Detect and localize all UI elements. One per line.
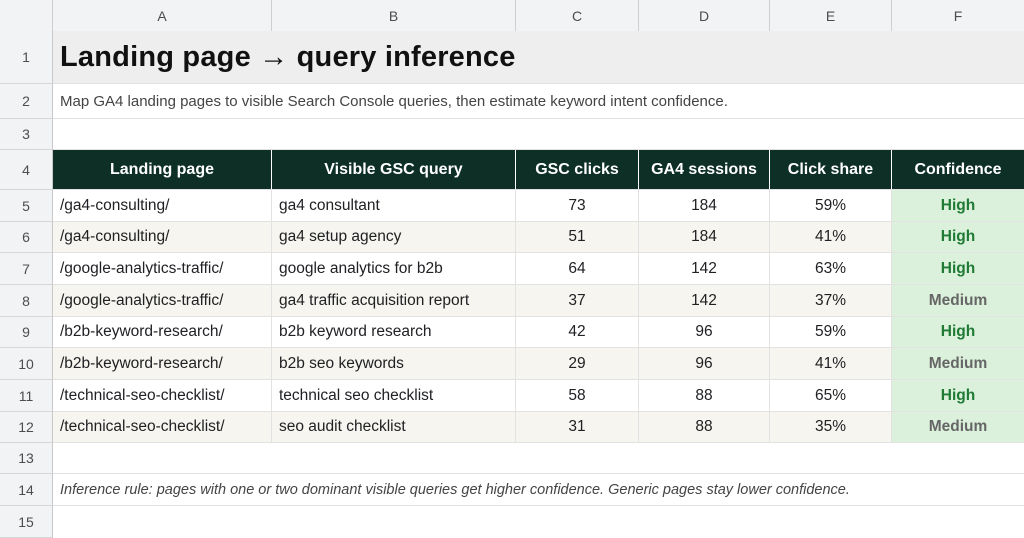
sessions-cell[interactable]: 184 bbox=[639, 190, 770, 221]
landing-page-cell[interactable]: /google-analytics-traffic/ bbox=[53, 253, 272, 284]
sessions-cell[interactable]: 96 bbox=[639, 348, 770, 379]
clicks-cell[interactable]: 29 bbox=[516, 348, 639, 379]
share-cell[interactable]: 37% bbox=[770, 285, 892, 316]
confidence-cell[interactable]: High bbox=[892, 190, 1024, 221]
landing-page-cell[interactable]: /ga4-consulting/ bbox=[53, 222, 272, 252]
query-cell[interactable]: google analytics for b2b bbox=[272, 253, 516, 284]
header-gsc-clicks[interactable]: GSC clicks bbox=[516, 150, 639, 189]
header-ga4-sessions[interactable]: GA4 sessions bbox=[639, 150, 770, 189]
subtitle-row[interactable]: Map GA4 landing pages to visible Search … bbox=[53, 84, 1024, 119]
confidence-cell[interactable]: High bbox=[892, 222, 1024, 252]
sessions-cell[interactable]: 88 bbox=[639, 380, 770, 411]
sessions-cell[interactable]: 88 bbox=[639, 412, 770, 442]
share-cell[interactable]: 63% bbox=[770, 253, 892, 284]
column-header-a[interactable]: A bbox=[53, 0, 272, 31]
column-header-f[interactable]: F bbox=[953, 7, 963, 24]
sessions-cell[interactable]: 184 bbox=[639, 222, 770, 252]
empty-row-3[interactable] bbox=[53, 119, 1024, 150]
table-row: /b2b-keyword-research/ b2b keyword resea… bbox=[53, 317, 1024, 348]
table-row: /technical-seo-checklist/ seo audit chec… bbox=[53, 412, 1024, 443]
row-header-8[interactable]: 8 bbox=[0, 285, 53, 317]
row-header-11[interactable]: 11 bbox=[0, 380, 53, 412]
column-header-b[interactable]: B bbox=[272, 0, 516, 31]
sessions-cell[interactable]: 142 bbox=[639, 285, 770, 316]
column-header-d[interactable]: D bbox=[639, 0, 770, 31]
header-confidence[interactable]: Confidence bbox=[892, 150, 1024, 189]
landing-page-cell[interactable]: /b2b-keyword-research/ bbox=[53, 348, 272, 379]
table-row: /technical-seo-checklist/ technical seo … bbox=[53, 380, 1024, 412]
sessions-cell[interactable]: 142 bbox=[639, 253, 770, 284]
share-cell[interactable]: 41% bbox=[770, 222, 892, 252]
row-header-2[interactable]: 2 bbox=[0, 84, 53, 119]
table-row: /b2b-keyword-research/ b2b seo keywords … bbox=[53, 348, 1024, 380]
confidence-cell[interactable]: High bbox=[892, 380, 1024, 411]
table-header-row: Landing page Visible GSC query GSC click… bbox=[53, 150, 1024, 190]
share-cell[interactable]: 59% bbox=[770, 190, 892, 221]
sessions-cell[interactable]: 96 bbox=[639, 317, 770, 347]
landing-page-cell[interactable]: /technical-seo-checklist/ bbox=[53, 380, 272, 411]
confidence-cell[interactable]: Medium bbox=[892, 412, 1024, 442]
header-visible-gsc-query[interactable]: Visible GSC query bbox=[272, 150, 516, 189]
row-header-7[interactable]: 7 bbox=[0, 253, 53, 285]
subtitle-text: Map GA4 landing pages to visible Search … bbox=[60, 92, 728, 110]
empty-row-13[interactable] bbox=[53, 443, 1024, 474]
table-row: /ga4-consulting/ ga4 setup agency 51 184… bbox=[53, 222, 1024, 253]
landing-page-cell[interactable]: /b2b-keyword-research/ bbox=[53, 317, 272, 347]
clicks-cell[interactable]: 73 bbox=[516, 190, 639, 221]
row-header-3[interactable]: 3 bbox=[0, 119, 53, 150]
row-header-4[interactable]: 4 bbox=[0, 150, 53, 190]
query-cell[interactable]: ga4 consultant bbox=[272, 190, 516, 221]
query-cell[interactable]: b2b keyword research bbox=[272, 317, 516, 347]
title-row[interactable]: Landing page → query inference bbox=[53, 31, 1024, 84]
landing-page-cell[interactable]: /google-analytics-traffic/ bbox=[53, 285, 272, 316]
share-cell[interactable]: 41% bbox=[770, 348, 892, 379]
column-header-bar: A B C D E F bbox=[0, 0, 1024, 32]
confidence-cell[interactable]: High bbox=[892, 253, 1024, 284]
inference-rule-note: Inference rule: pages with one or two do… bbox=[60, 481, 850, 498]
clicks-cell[interactable]: 37 bbox=[516, 285, 639, 316]
row-header-14[interactable]: 14 bbox=[0, 474, 53, 506]
row-header-6[interactable]: 6 bbox=[0, 222, 53, 253]
header-click-share[interactable]: Click share bbox=[770, 150, 892, 189]
clicks-cell[interactable]: 51 bbox=[516, 222, 639, 252]
clicks-cell[interactable]: 31 bbox=[516, 412, 639, 442]
query-cell[interactable]: b2b seo keywords bbox=[272, 348, 516, 379]
share-cell[interactable]: 65% bbox=[770, 380, 892, 411]
row-header-10[interactable]: 10 bbox=[0, 348, 53, 380]
query-cell[interactable]: ga4 traffic acquisition report bbox=[272, 285, 516, 316]
landing-page-cell[interactable]: /ga4-consulting/ bbox=[53, 190, 272, 221]
share-cell[interactable]: 35% bbox=[770, 412, 892, 442]
row-header-5[interactable]: 5 bbox=[0, 190, 53, 222]
clicks-cell[interactable]: 64 bbox=[516, 253, 639, 284]
query-cell[interactable]: ga4 setup agency bbox=[272, 222, 516, 252]
table-row: /google-analytics-traffic/ google analyt… bbox=[53, 253, 1024, 285]
row-header-1[interactable]: 1 bbox=[0, 31, 53, 84]
confidence-cell[interactable]: Medium bbox=[892, 348, 1024, 379]
column-header-e[interactable]: E bbox=[770, 0, 892, 31]
row-header-15[interactable]: 15 bbox=[0, 506, 53, 538]
table-row: /ga4-consulting/ ga4 consultant 73 184 5… bbox=[53, 190, 1024, 222]
landing-page-cell[interactable]: /technical-seo-checklist/ bbox=[53, 412, 272, 442]
row-header-13[interactable]: 13 bbox=[0, 443, 53, 474]
share-cell[interactable]: 59% bbox=[770, 317, 892, 347]
page-title: Landing page → query inference bbox=[60, 40, 516, 73]
clicks-cell[interactable]: 42 bbox=[516, 317, 639, 347]
column-header-c[interactable]: C bbox=[516, 0, 639, 31]
table-row: /google-analytics-traffic/ ga4 traffic a… bbox=[53, 285, 1024, 317]
select-all-corner[interactable] bbox=[0, 0, 53, 31]
empty-row-15[interactable] bbox=[53, 506, 1024, 538]
confidence-cell[interactable]: High bbox=[892, 317, 1024, 347]
note-row[interactable]: Inference rule: pages with one or two do… bbox=[53, 474, 1024, 506]
row-header-12[interactable]: 12 bbox=[0, 412, 53, 443]
query-cell[interactable]: technical seo checklist bbox=[272, 380, 516, 411]
row-header-9[interactable]: 9 bbox=[0, 317, 53, 348]
confidence-cell[interactable]: Medium bbox=[892, 285, 1024, 316]
clicks-cell[interactable]: 58 bbox=[516, 380, 639, 411]
header-landing-page[interactable]: Landing page bbox=[53, 150, 272, 189]
query-cell[interactable]: seo audit checklist bbox=[272, 412, 516, 442]
